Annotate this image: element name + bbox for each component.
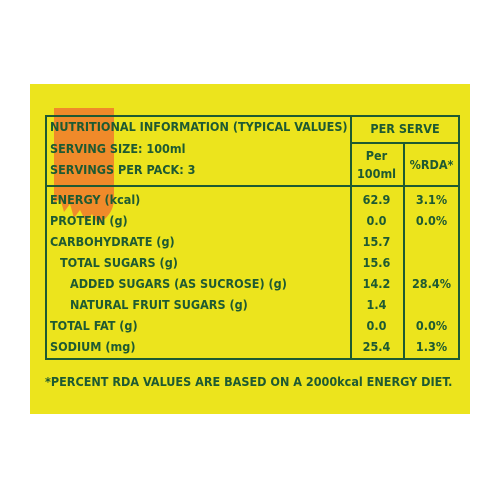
table-title: NUTRITIONAL INFORMATION (TYPICAL VALUES) [50, 119, 348, 134]
row-value-energy: 62.9 [362, 192, 391, 207]
nutrition-table: NUTRITIONAL INFORMATION (TYPICAL VALUES)… [45, 115, 460, 360]
servings-per-pack: SERVINGS PER PACK: 3 [50, 162, 196, 177]
row-label-natural-fruit-sugars: NATURAL FRUIT SUGARS (g) [70, 297, 248, 312]
row-value-total-fat: 0.0 [366, 318, 387, 333]
column-divider-1 [350, 115, 352, 360]
serving-size: SERVING SIZE: 100ml [50, 141, 186, 156]
row-label-energy: ENERGY (kcal) [50, 192, 141, 207]
header-divider [45, 185, 460, 187]
per-heading: Per [365, 148, 388, 163]
per-serve-heading: PER SERVE [370, 121, 440, 136]
rda-heading: %RDA* [409, 157, 454, 172]
row-rda-energy: 3.1% [415, 192, 448, 207]
row-rda-added-sugars: 28.4% [411, 276, 451, 291]
row-label-carbohydrate: CARBOHYDRATE (g) [50, 234, 175, 249]
row-value-sodium: 25.4 [362, 339, 391, 354]
row-label-sodium: SODIUM (mg) [50, 339, 136, 354]
row-rda-protein: 0.0% [415, 213, 448, 228]
row-value-protein: 0.0 [366, 213, 387, 228]
table-border-right [458, 115, 460, 360]
row-value-natural-fruit-sugars: 1.4 [366, 297, 387, 312]
table-border-bottom [45, 358, 460, 360]
rda-footnote: *PERCENT RDA VALUES ARE BASED ON A 2000k… [45, 374, 453, 389]
row-label-protein: PROTEIN (g) [50, 213, 128, 228]
row-value-added-sugars: 14.2 [362, 276, 391, 291]
row-rda-sodium: 1.3% [415, 339, 448, 354]
table-border-left [45, 115, 47, 360]
per-serve-divider [350, 142, 460, 144]
orange-splash-graphic [52, 106, 116, 226]
per-unit-heading: 100ml [356, 166, 397, 181]
column-divider-2 [403, 142, 405, 360]
row-value-total-sugars: 15.6 [362, 255, 391, 270]
row-value-carbohydrate: 15.7 [362, 234, 391, 249]
row-label-total-sugars: TOTAL SUGARS (g) [60, 255, 178, 270]
row-label-added-sugars: ADDED SUGARS (AS SUCROSE) (g) [70, 276, 287, 291]
table-border-top [45, 115, 460, 117]
row-rda-total-fat: 0.0% [415, 318, 448, 333]
row-label-total-fat: TOTAL FAT (g) [50, 318, 138, 333]
